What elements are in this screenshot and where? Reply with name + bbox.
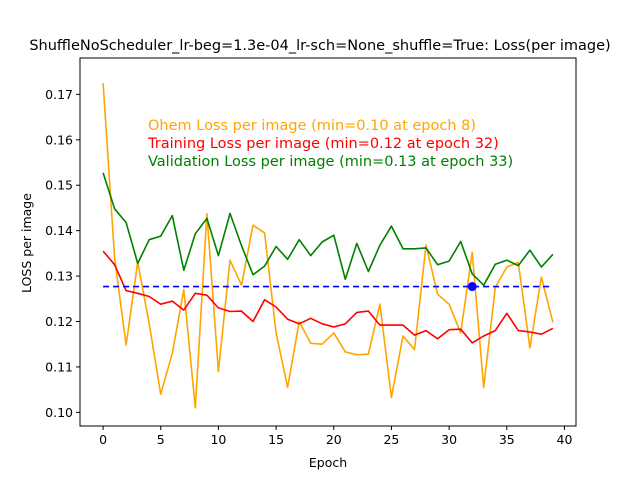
- x-tick-label: 25: [383, 432, 399, 447]
- y-tick-label: 0.15: [45, 178, 73, 193]
- y-tick-label: 0.12: [45, 314, 73, 329]
- series-line-0: [102, 82, 554, 409]
- x-axis-label: Epoch: [309, 455, 347, 470]
- chart-title: ShuffleNoScheduler_lr-beg=1.3e-04_lr-sch…: [29, 38, 610, 54]
- min-marker: [467, 282, 477, 292]
- legend-entry-0: Ohem Loss per image (min=0.10 at epoch 8…: [148, 118, 476, 134]
- x-tick-label: 30: [441, 432, 457, 447]
- y-tick-label: 0.16: [45, 132, 73, 147]
- series-line-1: [102, 250, 554, 344]
- legend-entry-1: Training Loss per image (min=0.12 at epo…: [147, 136, 499, 152]
- x-tick-label: 0: [99, 432, 107, 447]
- x-tick-label: 20: [326, 432, 342, 447]
- x-tick-label: 10: [210, 432, 226, 447]
- y-tick-label: 0.11: [45, 359, 73, 374]
- x-tick-label: 15: [268, 432, 284, 447]
- legend-entry-2: Validation Loss per image (min=0.13 at e…: [148, 154, 513, 170]
- x-tick-label: 35: [499, 432, 515, 447]
- y-tick-label: 0.13: [45, 269, 73, 284]
- y-tick-label: 0.17: [45, 87, 73, 102]
- axes-frame: [79, 57, 577, 427]
- y-axis-label: LOSS per image: [19, 193, 34, 293]
- x-tick-label: 40: [557, 432, 573, 447]
- series-line-2: [102, 172, 554, 287]
- y-tick-label: 0.10: [45, 405, 73, 420]
- x-tick-label: 5: [157, 432, 165, 447]
- y-tick-label: 0.14: [45, 223, 73, 238]
